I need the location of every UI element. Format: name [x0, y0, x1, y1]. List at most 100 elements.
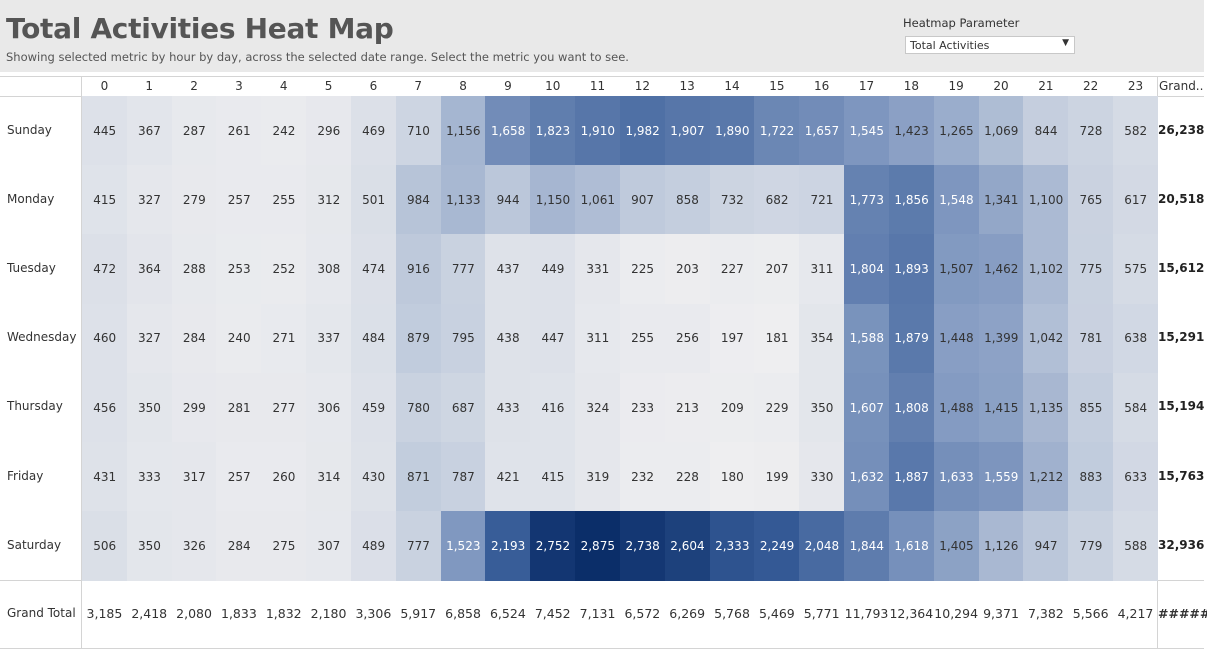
heatmap-cell[interactable]: 447	[530, 303, 576, 374]
heatmap-cell[interactable]: 445	[82, 96, 128, 166]
heatmap-cell[interactable]: 780	[395, 372, 442, 443]
heatmap-cell[interactable]: 1,265	[933, 96, 980, 166]
heatmap-cell[interactable]: 787	[440, 442, 486, 512]
heatmap-cell[interactable]: 284	[216, 511, 262, 581]
heatmap-cell[interactable]: 1,887	[888, 442, 935, 512]
heatmap-cell[interactable]: 1,879	[888, 303, 935, 374]
heatmap-cell[interactable]: 582	[1113, 96, 1159, 166]
heatmap-cell[interactable]: 855	[1068, 372, 1114, 443]
heatmap-cell[interactable]: 459	[350, 372, 397, 443]
heatmap-cell[interactable]: 1,907	[664, 96, 711, 166]
heatmap-cell[interactable]: 232	[619, 442, 666, 512]
heatmap-cell[interactable]: 883	[1068, 442, 1114, 512]
heatmap-cell[interactable]: 275	[261, 511, 307, 581]
heatmap-cell[interactable]: 181	[754, 303, 800, 374]
heatmap-cell[interactable]: 277	[261, 372, 307, 443]
heatmap-cell[interactable]: 472	[82, 234, 128, 305]
heatmap-cell[interactable]: 296	[306, 96, 352, 166]
heatmap-cell[interactable]: 415	[82, 165, 128, 235]
heatmap-cell[interactable]: 728	[1068, 96, 1114, 166]
heatmap-cell[interactable]: 1,523	[440, 511, 486, 581]
heatmap-cell[interactable]: 1,657	[799, 96, 845, 166]
heatmap-cell[interactable]: 777	[440, 234, 486, 305]
heatmap-cell[interactable]: 1,415	[978, 372, 1024, 443]
heatmap-cell[interactable]: 732	[709, 165, 755, 235]
heatmap-cell[interactable]: 287	[171, 96, 217, 166]
heatmap-cell[interactable]: 1,102	[1023, 234, 1069, 305]
heatmap-cell[interactable]: 350	[126, 372, 173, 443]
chevron-down-icon[interactable]: ▼	[1062, 38, 1069, 48]
heatmap-cell[interactable]: 433	[485, 372, 531, 443]
heatmap-cell[interactable]: 1,633	[933, 442, 980, 512]
heatmap-cell[interactable]: 1,823	[530, 96, 576, 166]
heatmap-cell[interactable]: 326	[171, 511, 217, 581]
heatmap-cell[interactable]: 1,462	[978, 234, 1024, 305]
heatmap-cell[interactable]: 879	[395, 303, 442, 374]
heatmap-cell[interactable]: 588	[1113, 511, 1159, 581]
heatmap-cell[interactable]: 456	[82, 372, 128, 443]
heatmap-cell[interactable]: 252	[261, 234, 307, 305]
heatmap-cell[interactable]: 2,875	[575, 511, 621, 581]
heatmap-cell[interactable]: 227	[709, 234, 755, 305]
heatmap-cell[interactable]: 197	[709, 303, 755, 374]
heatmap-cell[interactable]: 765	[1068, 165, 1114, 235]
heatmap-cell[interactable]: 2,048	[799, 511, 845, 581]
heatmap-cell[interactable]: 260	[261, 442, 307, 512]
heatmap-cell[interactable]: 575	[1113, 234, 1159, 305]
heatmap-cell[interactable]: 314	[306, 442, 352, 512]
heatmap-cell[interactable]: 288	[171, 234, 217, 305]
heatmap-cell[interactable]: 584	[1113, 372, 1159, 443]
heatmap-cell[interactable]: 319	[575, 442, 621, 512]
heatmap-cell[interactable]: 207	[754, 234, 800, 305]
heatmap-cell[interactable]: 1,042	[1023, 303, 1069, 374]
heatmap-cell[interactable]: 431	[82, 442, 128, 512]
heatmap-cell[interactable]: 633	[1113, 442, 1159, 512]
heatmap-cell[interactable]: 308	[306, 234, 352, 305]
heatmap-cell[interactable]: 1,722	[754, 96, 800, 166]
heatmap-cell[interactable]: 261	[216, 96, 262, 166]
heatmap-cell[interactable]: 330	[799, 442, 845, 512]
heatmap-cell[interactable]: 364	[126, 234, 173, 305]
heatmap-cell[interactable]: 299	[171, 372, 217, 443]
heatmap-cell[interactable]: 484	[350, 303, 397, 374]
heatmap-parameter-dropdown[interactable]: Total Activities ▼	[905, 36, 1075, 54]
heatmap-cell[interactable]: 2,738	[619, 511, 666, 581]
heatmap-cell[interactable]: 2,333	[709, 511, 755, 581]
heatmap-cell[interactable]: 284	[171, 303, 217, 374]
heatmap-cell[interactable]: 506	[82, 511, 128, 581]
heatmap-cell[interactable]: 324	[575, 372, 621, 443]
heatmap-cell[interactable]: 1,100	[1023, 165, 1069, 235]
heatmap-cell[interactable]: 2,752	[530, 511, 576, 581]
heatmap-cell[interactable]: 203	[664, 234, 711, 305]
heatmap-cell[interactable]: 721	[799, 165, 845, 235]
heatmap-cell[interactable]: 350	[126, 511, 173, 581]
heatmap-cell[interactable]: 1,488	[933, 372, 980, 443]
heatmap-cell[interactable]: 180	[709, 442, 755, 512]
heatmap-cell[interactable]: 257	[216, 165, 262, 235]
heatmap-cell[interactable]: 367	[126, 96, 173, 166]
heatmap-cell[interactable]: 337	[306, 303, 352, 374]
heatmap-cell[interactable]: 242	[261, 96, 307, 166]
heatmap-cell[interactable]: 306	[306, 372, 352, 443]
heatmap-cell[interactable]: 460	[82, 303, 128, 374]
heatmap-cell[interactable]: 1,856	[888, 165, 935, 235]
heatmap-cell[interactable]: 1,405	[933, 511, 980, 581]
heatmap-cell[interactable]: 1,607	[844, 372, 890, 443]
heatmap-cell[interactable]: 1,890	[709, 96, 755, 166]
heatmap-cell[interactable]: 2,193	[485, 511, 531, 581]
heatmap-cell[interactable]: 213	[664, 372, 711, 443]
heatmap-cell[interactable]: 1,061	[575, 165, 621, 235]
heatmap-cell[interactable]: 682	[754, 165, 800, 235]
heatmap-cell[interactable]: 1,507	[933, 234, 980, 305]
heatmap-cell[interactable]: 2,249	[754, 511, 800, 581]
heatmap-cell[interactable]: 1,133	[440, 165, 486, 235]
heatmap-cell[interactable]: 1,126	[978, 511, 1024, 581]
heatmap-cell[interactable]: 1,893	[888, 234, 935, 305]
heatmap-cell[interactable]: 229	[754, 372, 800, 443]
heatmap-cell[interactable]: 415	[530, 442, 576, 512]
heatmap-cell[interactable]: 354	[799, 303, 845, 374]
heatmap-cell[interactable]: 775	[1068, 234, 1114, 305]
heatmap-cell[interactable]: 947	[1023, 511, 1069, 581]
heatmap-cell[interactable]: 199	[754, 442, 800, 512]
heatmap-cell[interactable]: 1,658	[485, 96, 531, 166]
